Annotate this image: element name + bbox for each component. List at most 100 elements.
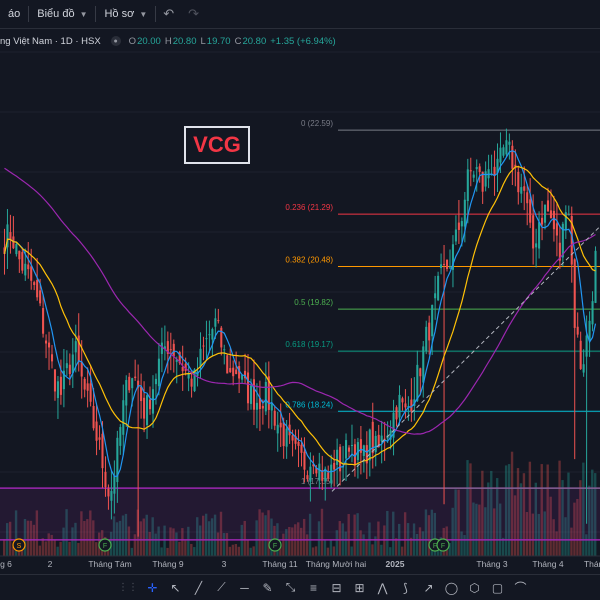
volume-bar: [356, 513, 359, 556]
fib-level-label: 1 (17.05): [301, 477, 333, 486]
volume-bar: [133, 534, 137, 556]
candle-body: [241, 374, 244, 380]
volume-bar: [484, 507, 487, 556]
volume-bar: [154, 533, 157, 556]
candle-body: [312, 464, 315, 467]
volume-bar: [14, 510, 18, 556]
candle-body: [36, 279, 39, 298]
undo-icon[interactable]: ↶: [163, 6, 175, 21]
candle-body: [561, 223, 564, 258]
volume-bar: [418, 527, 422, 556]
curve-icon[interactable]: ⌒: [514, 581, 527, 595]
chart-menu-button[interactable]: Biểu đồ ▼: [29, 0, 95, 28]
candle-body: [493, 166, 496, 176]
volume-bar: [365, 539, 368, 556]
low-value: 19.70: [206, 35, 231, 47]
candle-body: [517, 171, 520, 193]
candle-body: [529, 199, 532, 223]
volume-bar: [383, 525, 386, 556]
ma-mid-line[interactable]: [3, 165, 596, 466]
candle-body: [74, 341, 77, 353]
pen-icon[interactable]: ✎: [262, 580, 273, 595]
support-zone[interactable]: [0, 488, 600, 540]
candle-body: [140, 386, 143, 402]
volume-bar: [594, 473, 597, 556]
cursor-arrow-icon[interactable]: ↖: [170, 580, 181, 595]
volume-bar: [522, 473, 526, 556]
ellipse-icon[interactable]: ◯: [444, 580, 459, 595]
volume-bar: [157, 526, 160, 556]
volume-bar: [118, 520, 122, 556]
event-marker-label: S: [17, 543, 22, 550]
event-marker[interactable]: [268, 538, 282, 552]
x-tick-label: 2: [48, 559, 53, 569]
volume-bar: [332, 546, 336, 556]
brush-icon[interactable]: ⟆: [403, 580, 408, 595]
parallel-channel-icon[interactable]: ≡: [309, 580, 317, 595]
volume-bar: [267, 510, 270, 556]
candle-body: [288, 424, 291, 436]
candle-body: [137, 380, 140, 388]
horizontal-line-icon[interactable]: ─: [240, 580, 249, 595]
x-tick-label: Tháng: [584, 559, 600, 569]
menu-partial[interactable]: áo: [8, 8, 21, 20]
crosshair-icon[interactable]: ✛: [147, 580, 158, 595]
fib-retracement-icon[interactable]: ⊟: [331, 580, 342, 595]
volume-bar: [528, 461, 532, 556]
ma-short-line[interactable]: [3, 150, 597, 478]
event-marker[interactable]: [98, 538, 112, 552]
candle-body: [244, 370, 247, 379]
ma-long-line[interactable]: [4, 167, 596, 435]
path-icon[interactable]: ⤡: [285, 580, 296, 594]
ray-icon[interactable]: ⟋: [217, 580, 226, 594]
volume-bar: [35, 510, 39, 556]
node-path-icon[interactable]: ⬡: [469, 580, 480, 595]
event-marker[interactable]: [436, 538, 450, 552]
volume-bar: [172, 528, 175, 556]
volume-bar: [409, 537, 413, 556]
event-marker[interactable]: [12, 538, 26, 552]
candle-body: [321, 470, 324, 481]
volume-bar: [199, 525, 202, 556]
zigzag-icon[interactable]: ⋀: [377, 580, 388, 595]
event-marker-label: F: [273, 543, 277, 550]
volume-bar: [317, 521, 321, 556]
candle-body: [45, 340, 48, 344]
candle-body: [454, 229, 457, 242]
candle-body: [267, 376, 270, 410]
symbol-title[interactable]: ng Việt Nam · 1D · HSX: [0, 35, 101, 47]
volume-bar: [92, 520, 95, 556]
candle-body: [80, 361, 83, 377]
candle-body: [315, 467, 318, 474]
rectangle-icon[interactable]: ▢: [491, 580, 504, 595]
trend-line-icon[interactable]: ╱: [194, 580, 203, 595]
candle-body: [172, 343, 175, 357]
candle-body: [148, 399, 152, 410]
volume-bar: [451, 507, 454, 556]
drag-handle-icon[interactable]: ⋮⋮: [118, 582, 138, 593]
profile-menu-button[interactable]: Hồ sơ ▼: [96, 0, 155, 28]
candle-body: [6, 224, 9, 248]
volume-bar: [377, 521, 380, 556]
candle-body: [425, 326, 428, 351]
volume-bar: [56, 546, 59, 556]
candle-body: [437, 275, 440, 301]
volume-bar: [329, 539, 333, 556]
volume-bar: [386, 510, 389, 556]
eye-icon[interactable]: ●: [110, 36, 121, 46]
volume-bar: [89, 510, 92, 556]
candle-body: [175, 359, 178, 362]
candle-body: [457, 222, 460, 230]
arrow-icon[interactable]: ↗: [423, 580, 434, 595]
fib-level-label: 0.618 (19.17): [285, 340, 333, 349]
redo-icon[interactable]: ↷: [188, 6, 200, 21]
volume-bar: [549, 496, 552, 556]
measure-icon[interactable]: ⊞: [354, 580, 365, 595]
ticker-badge: VCG: [184, 126, 250, 164]
candle-body: [190, 378, 193, 387]
volume-bar: [148, 531, 151, 556]
volume-bar: [160, 547, 163, 556]
candle-body: [318, 463, 321, 481]
volume-bar: [163, 525, 166, 556]
